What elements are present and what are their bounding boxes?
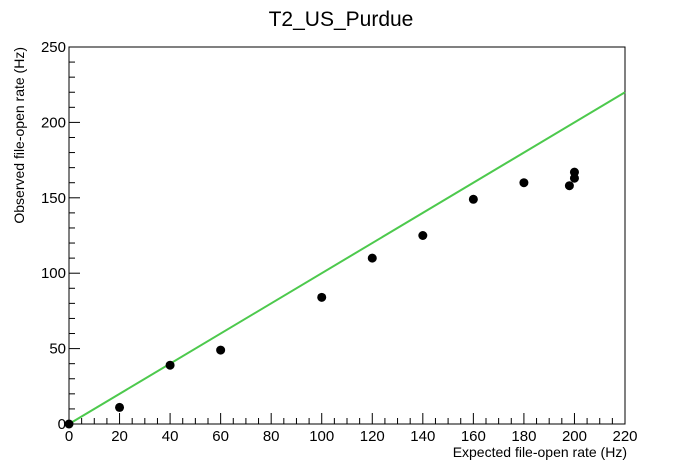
data-point bbox=[115, 402, 125, 412]
y-tick-label: 0 bbox=[58, 416, 66, 433]
data-point bbox=[216, 345, 226, 355]
y-axis-label: Observed file-open rate (Hz) bbox=[11, 47, 27, 224]
data-point bbox=[367, 253, 377, 263]
x-tick-label: 220 bbox=[612, 428, 637, 445]
x-tick-label: 60 bbox=[212, 428, 229, 445]
y-axis: 0 50 100 150 200 250 bbox=[41, 39, 80, 433]
data-point bbox=[64, 419, 74, 429]
data-point bbox=[165, 360, 175, 370]
x-tick-label: 180 bbox=[511, 428, 536, 445]
reference-line-layer bbox=[68, 91, 626, 425]
y-tick-label: 200 bbox=[41, 114, 66, 131]
x-tick-label: 80 bbox=[263, 428, 280, 445]
x-tick-label: 140 bbox=[410, 428, 435, 445]
x-tick-label: 0 bbox=[65, 428, 73, 445]
plot-frame bbox=[68, 46, 626, 425]
data-point bbox=[519, 178, 529, 188]
data-points-layer bbox=[64, 167, 579, 429]
x-axis-label: Expected file-open rate (Hz) bbox=[453, 444, 627, 460]
x-tick-label: 160 bbox=[461, 428, 486, 445]
y-tick-label: 100 bbox=[41, 265, 66, 282]
y-tick-label: 50 bbox=[49, 341, 66, 358]
data-point bbox=[564, 181, 574, 191]
data-point bbox=[468, 194, 478, 204]
x-tick-label: 20 bbox=[111, 428, 128, 445]
y-tick-label: 250 bbox=[41, 39, 66, 56]
x-axis: 0 20 40 60 80 100 120 140 160 180 200 220 bbox=[65, 413, 638, 445]
data-point bbox=[569, 167, 579, 177]
x-tick-label: 120 bbox=[360, 428, 385, 445]
chart-title: T2_US_Purdue bbox=[269, 8, 414, 31]
y-tick-label: 150 bbox=[41, 190, 66, 207]
data-point bbox=[317, 292, 327, 302]
x-tick-label: 200 bbox=[562, 428, 587, 445]
x-tick-label: 40 bbox=[162, 428, 179, 445]
data-point bbox=[418, 231, 428, 240]
reference-line bbox=[68, 91, 626, 425]
x-tick-label: 100 bbox=[309, 428, 334, 445]
